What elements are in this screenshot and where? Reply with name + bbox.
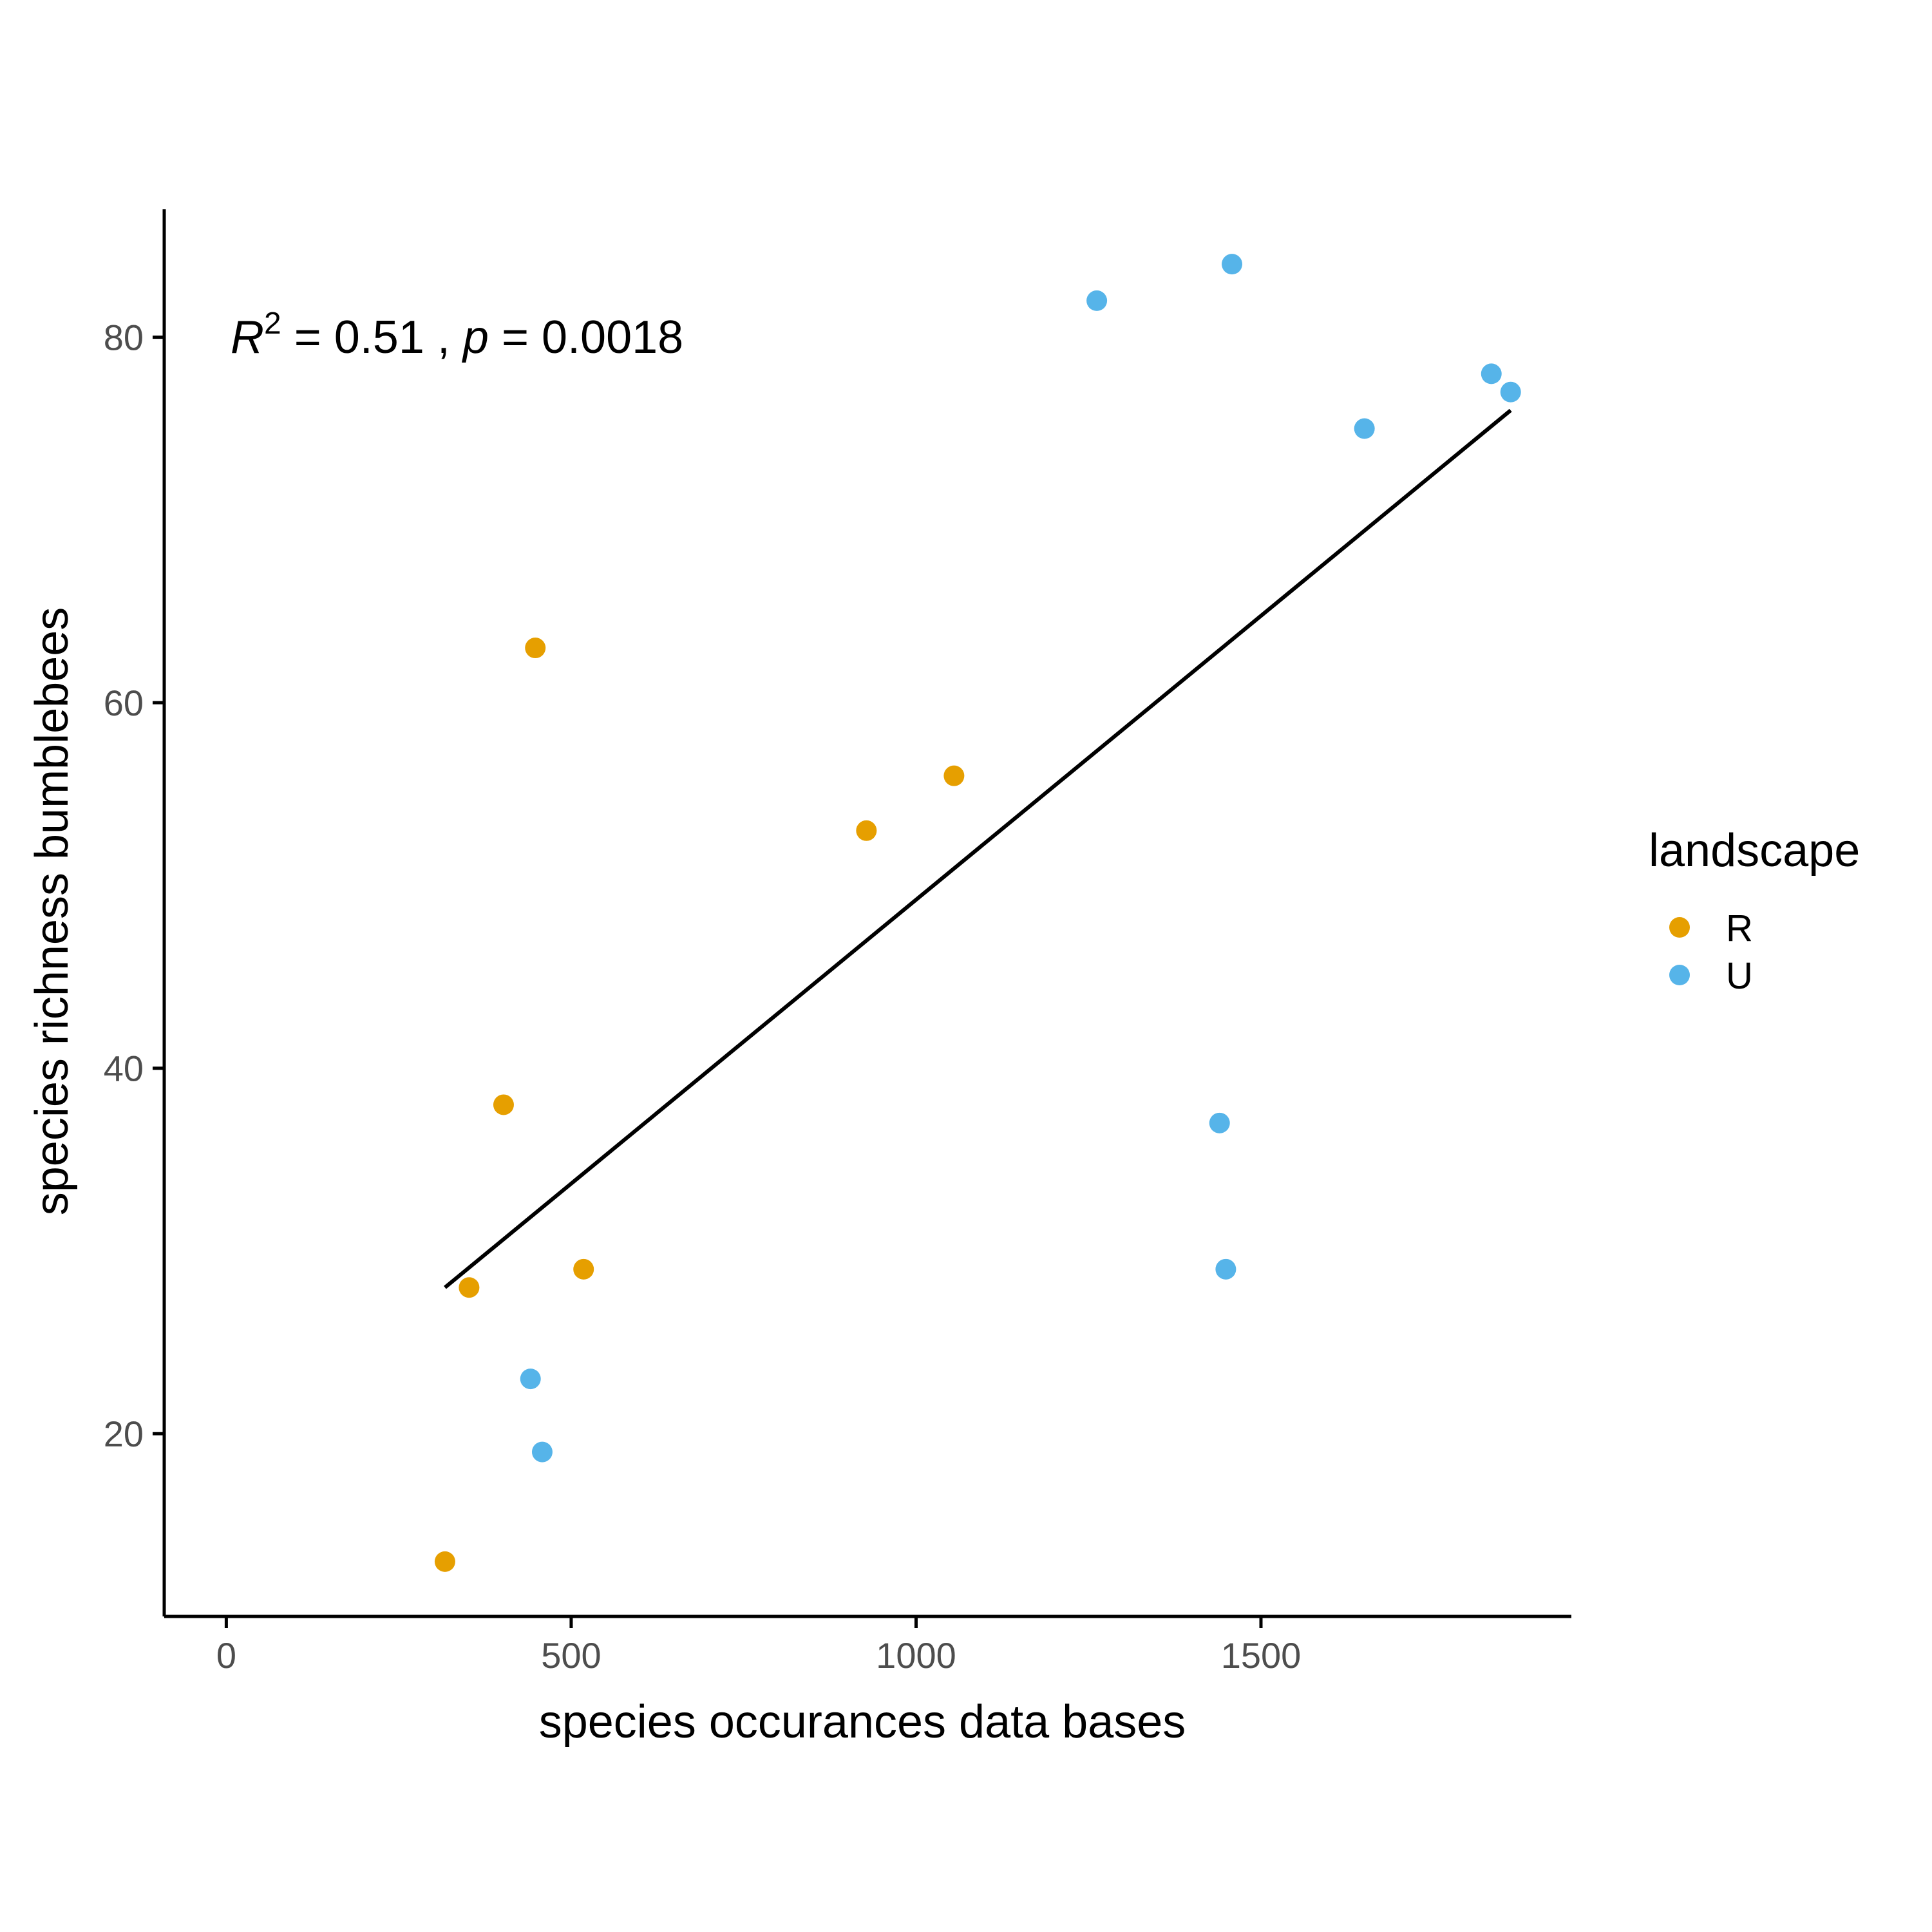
regression-line (444, 408, 1512, 1289)
y-tick-label: 80 (104, 317, 144, 358)
data-point-r (459, 1277, 480, 1298)
r2-symbol: R (231, 312, 264, 363)
regression-annotation: R2 = 0.51 , p = 0.0018 (231, 307, 683, 363)
y-tick-label: 60 (104, 683, 144, 723)
data-point-r (943, 765, 965, 786)
data-point-r (525, 638, 546, 659)
data-point-u (1209, 1112, 1230, 1133)
data-point-u (1222, 254, 1243, 275)
y-tick-label: 20 (104, 1414, 144, 1454)
data-points (434, 254, 1521, 1572)
p-value: = 0.0018 (489, 312, 683, 363)
legend-key-u (1669, 965, 1690, 985)
x-axis-title: species occurances data bases (539, 1696, 1186, 1748)
axis-ticks: 0 500 1000 1500 20 40 60 80 (104, 317, 1302, 1676)
data-point-r (573, 1258, 594, 1280)
r2-value: = 0.51 , (281, 312, 463, 363)
legend: landscape RU (1649, 825, 1860, 997)
data-point-u (1215, 1258, 1236, 1280)
data-point-u (531, 1441, 553, 1463)
legend-title: landscape (1649, 825, 1860, 876)
data-point-u (1500, 381, 1521, 402)
x-tick-label: 1500 (1221, 1635, 1302, 1676)
y-tick-label: 40 (104, 1048, 144, 1089)
legend-key-r (1669, 917, 1690, 938)
legend-label-r: R (1726, 907, 1753, 949)
data-point-u (1354, 418, 1375, 439)
legend-items: RU (1669, 907, 1753, 997)
legend-label-u: U (1726, 955, 1753, 997)
x-tick-label: 1000 (876, 1635, 956, 1676)
x-tick-label: 0 (216, 1635, 236, 1676)
r2-exponent: 2 (264, 307, 281, 341)
data-point-u (1481, 363, 1502, 384)
data-point-u (520, 1368, 541, 1390)
data-point-r (434, 1551, 455, 1572)
x-tick-label: 500 (541, 1635, 601, 1676)
y-axis-title: species richness bumblebees (26, 607, 78, 1216)
data-point-r (856, 820, 877, 841)
p-symbol: p (462, 312, 489, 363)
data-point-r (493, 1094, 514, 1115)
data-point-u (1086, 290, 1108, 311)
